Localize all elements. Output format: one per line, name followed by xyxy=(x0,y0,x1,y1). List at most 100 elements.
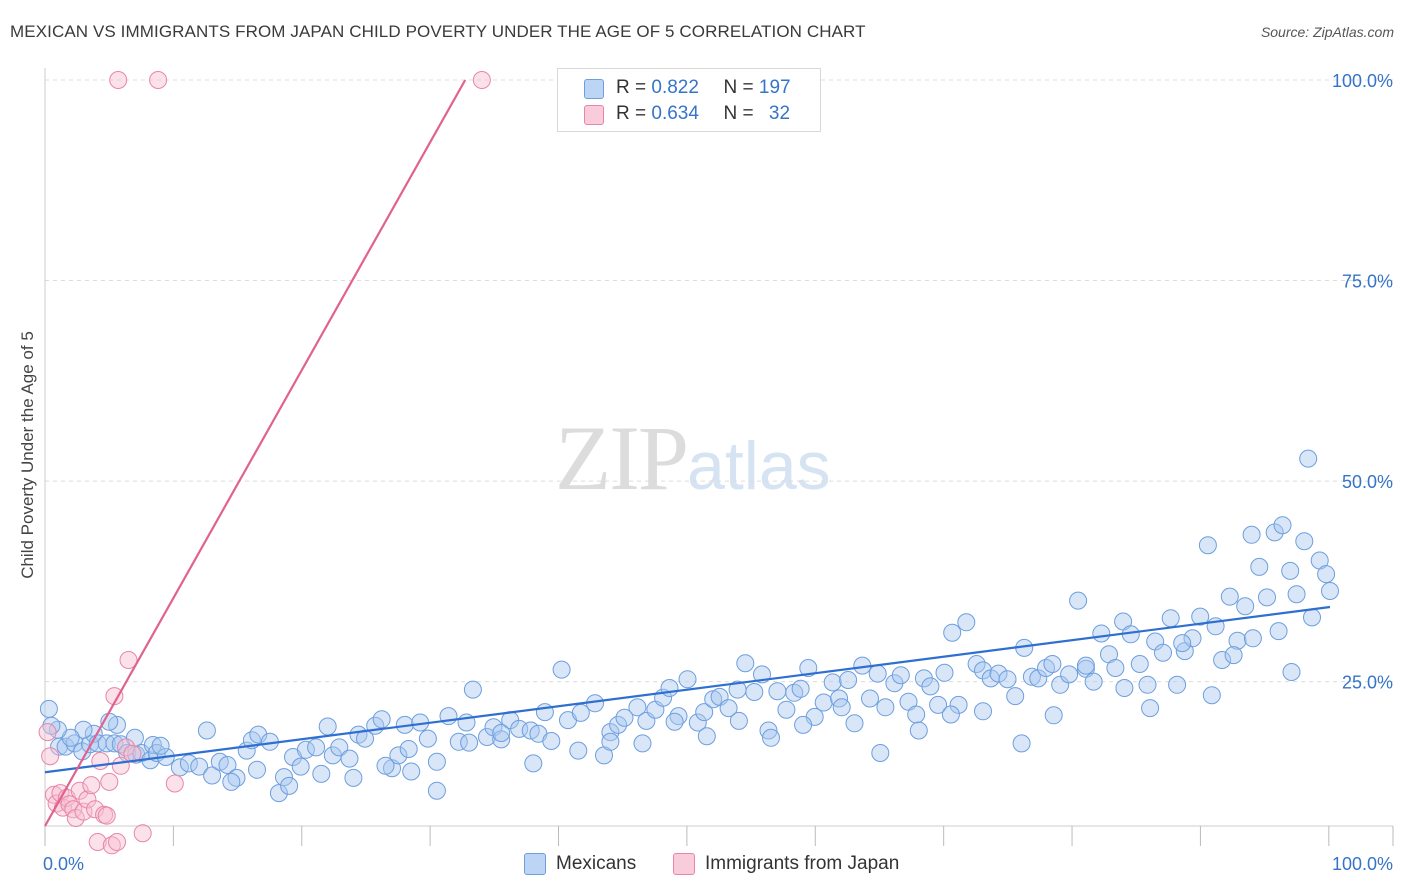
point-mexicans xyxy=(1299,449,1318,468)
watermark: ZIPatlas xyxy=(555,405,831,511)
point-mexicans xyxy=(967,655,986,673)
point-mexicans xyxy=(839,671,858,689)
point-mexicans xyxy=(1161,609,1180,628)
point-mexicans xyxy=(275,768,293,787)
point-japan xyxy=(66,809,85,827)
legend-label-mexicans: Mexicans xyxy=(556,853,637,874)
point-japan xyxy=(41,747,60,766)
y-tick-label: 100.0% xyxy=(1332,71,1393,91)
chart-title: MEXICAN VS IMMIGRANTS FROM JAPAN CHILD P… xyxy=(10,22,866,41)
point-japan xyxy=(102,836,121,855)
point-mexicans xyxy=(74,720,93,739)
point-mexicans xyxy=(291,757,310,776)
point-mexicans xyxy=(601,723,620,742)
point-mexicans xyxy=(524,754,543,773)
point-mexicans xyxy=(845,714,864,733)
point-mexicans xyxy=(1141,699,1160,718)
point-mexicans xyxy=(868,664,887,683)
point-mexicans xyxy=(1250,557,1269,576)
stats-r-label: R = xyxy=(616,103,647,124)
point-mexicans xyxy=(729,711,748,730)
point-mexicans xyxy=(1273,516,1292,535)
point-mexicans xyxy=(1084,672,1103,691)
point-mexicans xyxy=(929,695,948,714)
point-mexicans xyxy=(1006,687,1025,706)
point-japan xyxy=(123,744,142,763)
stats-n-label: N = xyxy=(723,77,754,98)
point-mexicans xyxy=(1321,582,1339,600)
point-mexicans xyxy=(1258,588,1276,607)
point-mexicans xyxy=(1043,655,1062,673)
point-mexicans xyxy=(248,760,266,779)
stats-n-value: 32 xyxy=(768,103,791,124)
point-mexicans xyxy=(269,784,288,803)
point-mexicans xyxy=(1287,585,1306,604)
point-japan xyxy=(133,824,152,843)
stats-box: R = 0.822 N = 197 R = 0.634 N = 32 xyxy=(557,68,821,132)
point-mexicans xyxy=(1281,561,1300,580)
stats-swatch-japan xyxy=(584,105,604,125)
point-mexicans xyxy=(941,705,960,724)
point-mexicans xyxy=(1243,629,1262,648)
point-mexicans xyxy=(249,725,268,744)
stats-n-label: N = xyxy=(723,103,754,124)
point-mexicans xyxy=(197,721,216,740)
point-mexicans xyxy=(389,746,408,765)
point-mexicans xyxy=(823,673,842,692)
point-mexicans xyxy=(330,738,349,757)
point-mexicans xyxy=(745,683,764,701)
point-japan xyxy=(88,833,107,851)
point-mexicans xyxy=(794,715,813,734)
point-mexicans xyxy=(312,764,331,783)
point-mexicans xyxy=(1198,536,1217,555)
point-mexicans xyxy=(832,698,851,717)
point-mexicans xyxy=(427,752,446,771)
y-tick-label: 50.0% xyxy=(1342,472,1393,492)
point-japan xyxy=(78,790,97,809)
point-mexicans xyxy=(340,749,359,768)
point-mexicans xyxy=(688,713,707,732)
point-japan xyxy=(109,71,128,89)
point-japan xyxy=(149,71,168,89)
source-credit: Source: ZipAtlas.com xyxy=(1260,24,1394,40)
point-mexicans xyxy=(1183,629,1202,648)
point-japan xyxy=(100,772,119,791)
point-japan xyxy=(97,806,116,825)
point-mexicans xyxy=(628,698,647,717)
point-mexicans xyxy=(1092,624,1111,643)
point-mexicans xyxy=(615,708,634,727)
point-mexicans xyxy=(1168,675,1187,694)
point-mexicans xyxy=(949,695,968,714)
point-mexicans xyxy=(569,741,588,760)
point-mexicans xyxy=(84,724,103,743)
point-mexicans xyxy=(307,738,326,757)
point-mexicans xyxy=(777,700,796,719)
point-mexicans xyxy=(427,781,446,800)
point-mexicans xyxy=(609,715,628,734)
point-mexicans xyxy=(1115,679,1134,697)
point-mexicans xyxy=(665,712,684,731)
point-mexicans xyxy=(1130,655,1149,673)
watermark-atlas: atlas xyxy=(687,428,831,504)
y-axis-label: Child Poverty Under the Age of 5 xyxy=(18,331,37,579)
stats-n-value: 197 xyxy=(758,77,791,98)
point-mexicans xyxy=(601,732,620,751)
point-japan xyxy=(472,71,491,89)
point-mexicans xyxy=(418,729,437,748)
legend-label-japan: Immigrants from Japan xyxy=(705,853,900,874)
point-mexicans xyxy=(791,679,810,698)
point-mexicans xyxy=(372,710,391,729)
point-mexicans xyxy=(1295,532,1314,551)
point-mexicans xyxy=(449,732,468,751)
point-japan xyxy=(117,738,135,757)
point-japan xyxy=(38,723,57,742)
point-mexicans xyxy=(871,744,890,762)
point-mexicans xyxy=(179,754,198,773)
point-mexicans xyxy=(1106,659,1125,677)
y-tick-label: 25.0% xyxy=(1342,673,1393,693)
point-mexicans xyxy=(1269,622,1288,641)
legend-swatch-mexicans xyxy=(524,853,546,875)
point-mexicans xyxy=(974,702,992,721)
point-mexicans xyxy=(943,623,962,642)
